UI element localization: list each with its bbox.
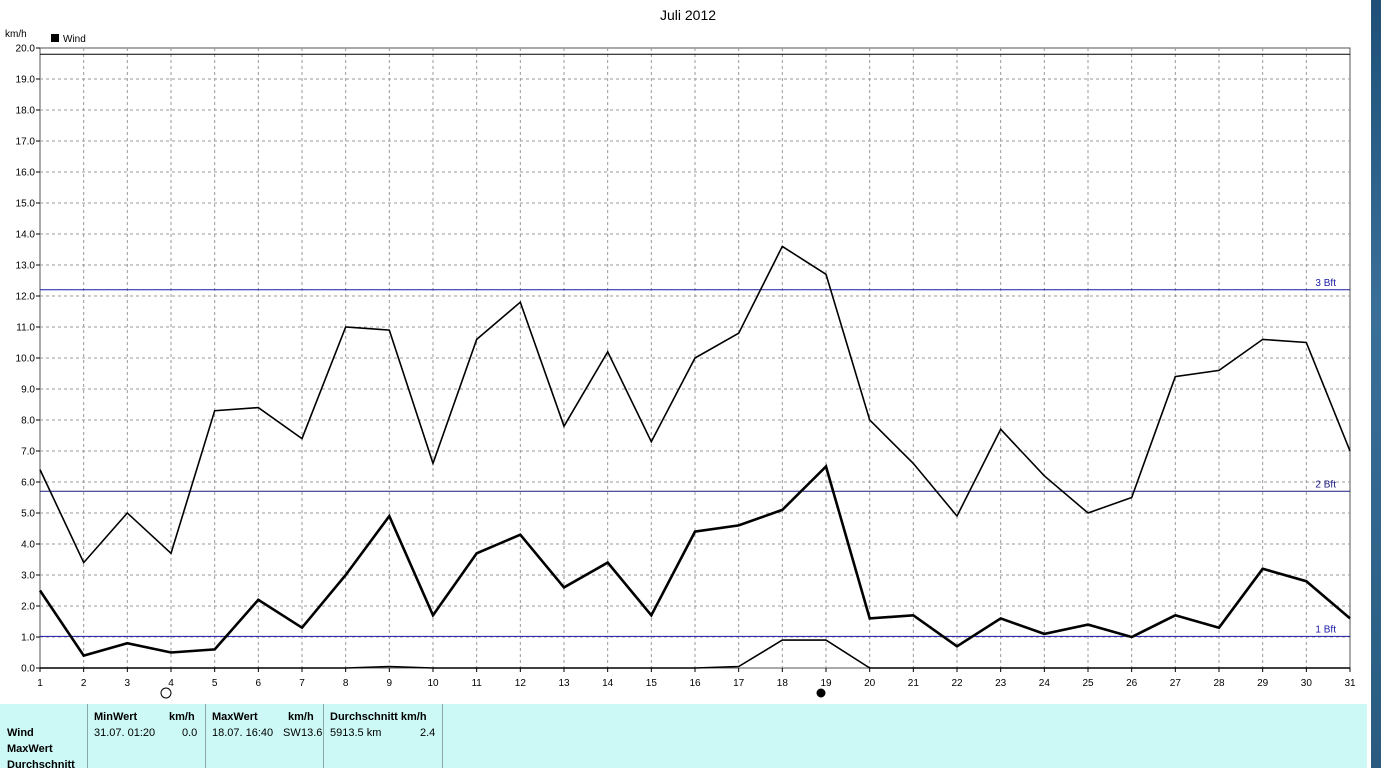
y-tick-label: 3.0 [21,571,35,582]
x-tick-label: 7 [299,678,305,689]
y-tick-label: 18.0 [16,106,36,117]
x-tick-label: 28 [1213,678,1225,689]
x-tick-label: 20 [864,678,876,689]
x-tick-label: 11 [471,678,482,689]
x-tick-label: 10 [427,678,439,689]
y-tick-label: 11.0 [16,323,35,334]
max-wind-line [39,245,1351,565]
min-header-unit: km/h [169,711,195,723]
max-header-label: MaxWert [212,711,258,723]
x-tick-label: 12 [515,678,527,689]
x-tick-label: 25 [1082,678,1094,689]
full-moon-icon [160,687,172,699]
axis-ticks: 0.01.02.03.04.05.06.07.08.09.010.011.012… [16,44,1356,699]
x-tick-label: 4 [168,678,174,689]
y-tick-label: 10.0 [16,354,36,365]
min-value: 0.0 [182,727,198,739]
y-tick-label: 9.0 [21,385,35,396]
stats-col-max: MaxWert km/h 18.07. 16:40 SW 13.6 [205,704,324,768]
min-when: 31.07. 01:20 [94,727,156,739]
max-value: 13.6 [301,727,323,739]
x-tick-label: 16 [689,678,701,689]
x-tick-label: 26 [1126,678,1138,689]
x-tick-label: 19 [820,678,832,689]
avg-header-label: Durchschnitt km/h [330,711,427,723]
x-tick-label: 30 [1301,678,1313,689]
chart-title: Juli 2012 [660,7,716,23]
avg-value: 2.4 [420,727,436,739]
x-tick-label: 23 [995,678,1007,689]
y-tick-label: 16.0 [16,168,36,179]
y-tick-label: 12.0 [16,292,36,303]
y-tick-label: 17.0 [16,137,36,148]
x-tick-label: 2 [81,678,87,689]
row-label-wind: Wind [7,727,34,739]
window-edge-bar [1371,0,1381,768]
min-header-label: MinWert [94,711,138,723]
avg-distance: 5913.5 km [330,727,382,739]
x-tick-label: 17 [733,678,745,689]
y-tick-label: 7.0 [21,447,35,458]
x-tick-label: 1 [37,678,43,689]
x-tick-label: 29 [1257,678,1269,689]
x-tick-label: 21 [908,678,920,689]
window-edge [1367,0,1381,768]
x-tick-label: 5 [212,678,218,689]
average-wind-line [38,464,1351,658]
x-tick-label: 31 [1344,678,1356,689]
y-tick-label: 8.0 [21,416,35,427]
y-tick-label: 20.0 [16,44,36,55]
y-tick-label: 19.0 [16,75,36,86]
legend-label: Wind [63,34,86,45]
reference-line-label: 3 Bft [1315,278,1336,289]
y-axis-unit: km/h [5,29,27,40]
max-header-unit: km/h [288,711,314,723]
x-tick-label: 9 [387,678,393,689]
x-tick-label: 24 [1039,678,1051,689]
reference-line-label: 2 Bft [1315,479,1336,490]
x-tick-label: 14 [602,678,614,689]
max-when: 18.07. 16:40 [212,727,274,739]
y-tick-label: 13.0 [16,261,36,272]
stats-row-labels: Wind MaxWert Durchschnitt [7,725,75,773]
y-tick-label: 15.0 [16,199,36,210]
stats-panel: Wind MaxWert Durchschnitt MinWert km/h 3… [0,704,1367,771]
x-tick-label: 27 [1170,678,1182,689]
y-tick-label: 6.0 [21,478,35,489]
y-tick-label: 1.0 [21,633,35,644]
x-tick-label: 8 [343,678,349,689]
y-tick-label: 14.0 [16,230,36,241]
y-tick-label: 5.0 [21,509,35,520]
new-moon-icon [816,688,826,698]
x-tick-label: 3 [125,678,131,689]
row-label-durchschnitt: Durchschnitt [7,759,75,771]
y-tick-label: 2.0 [21,602,35,613]
x-tick-label: 18 [777,678,789,689]
max-direction: SW [283,727,301,739]
x-tick-label: 15 [646,678,658,689]
reference-line-label: 1 Bft [1315,624,1336,635]
grid [40,48,1350,668]
reference-lines: 3 Bft 2 Bft 1 Bft [40,53,1350,637]
row-label-maxwert: MaxWert [7,743,53,755]
stats-col-average: Durchschnitt km/h 5913.5 km 2.4 [323,704,443,768]
x-tick-label: 6 [256,678,262,689]
legend-swatch [51,34,59,42]
y-tick-label: 4.0 [21,540,35,551]
x-tick-label: 13 [558,678,570,689]
y-tick-label: 0.0 [21,664,35,675]
x-tick-label: 22 [951,678,963,689]
stats-col-min: MinWert km/h 31.07. 01:20 0.0 [87,704,206,768]
